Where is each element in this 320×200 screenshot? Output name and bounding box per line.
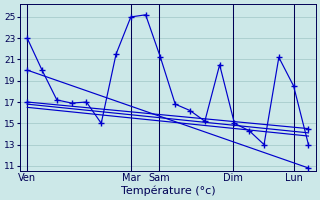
X-axis label: Température (°c): Température (°c): [121, 185, 215, 196]
